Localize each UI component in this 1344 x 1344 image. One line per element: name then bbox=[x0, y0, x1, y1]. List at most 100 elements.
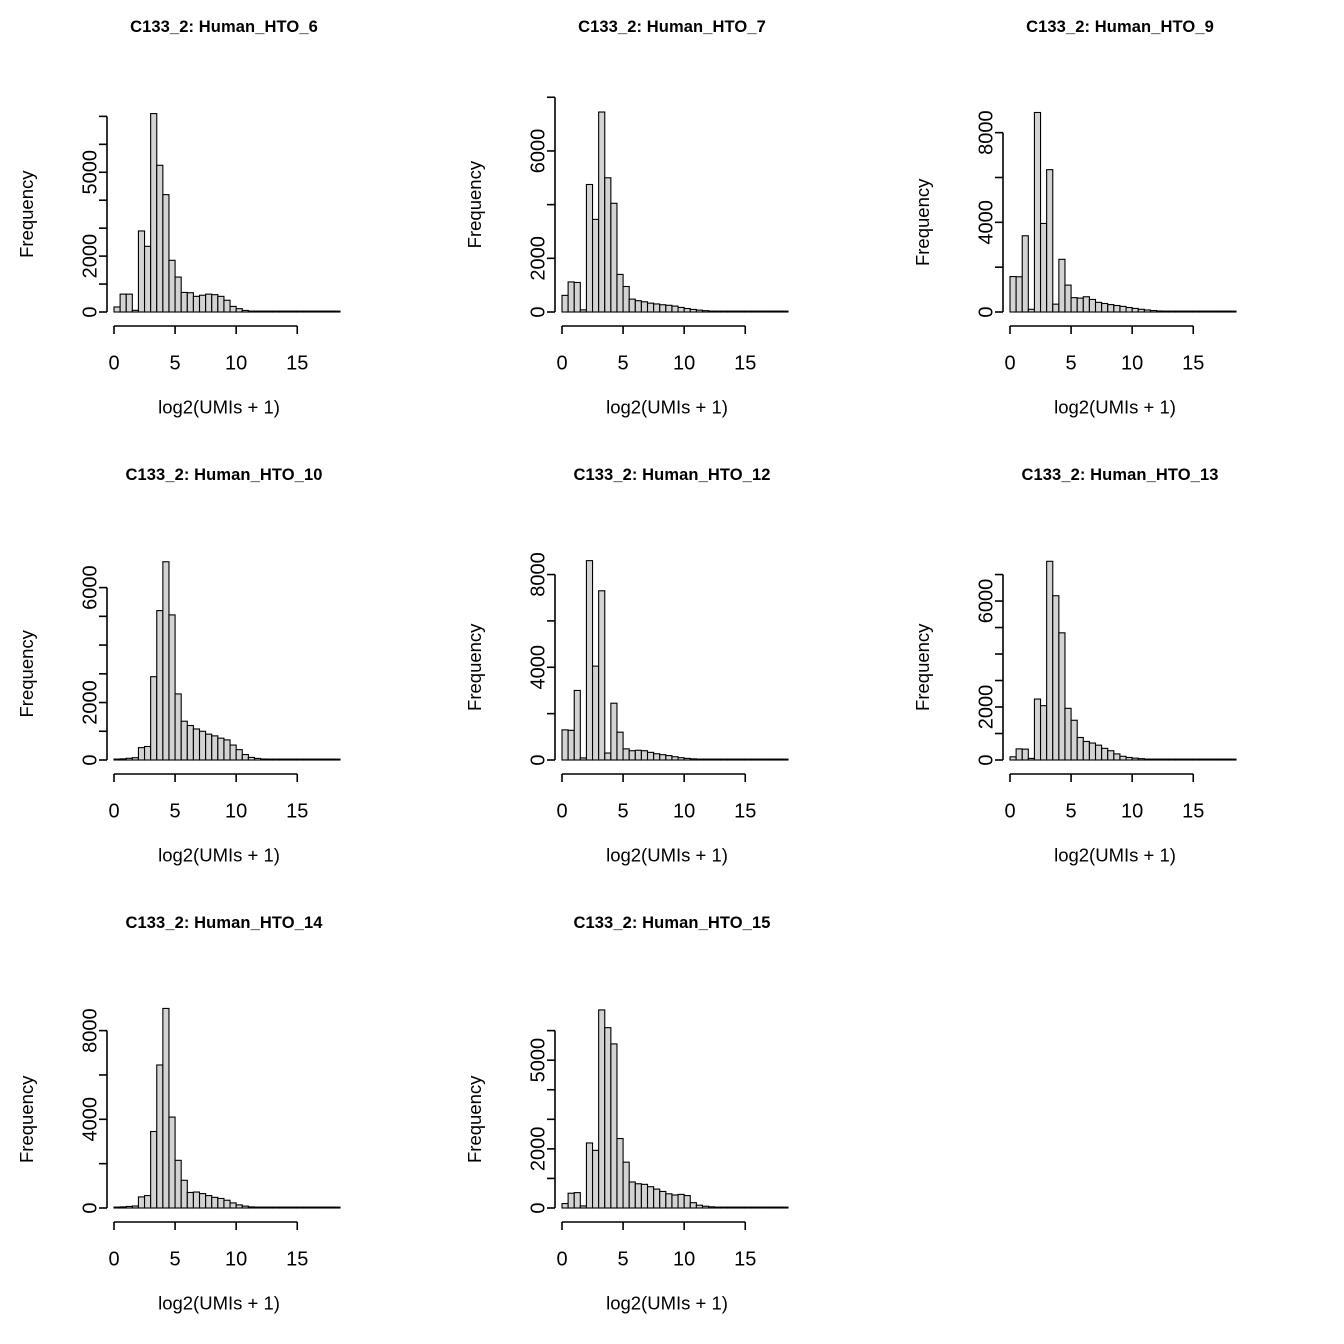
y-tick-label: 0 bbox=[79, 306, 101, 317]
histogram-bar bbox=[1149, 758, 1158, 761]
bars-group bbox=[1009, 111, 1237, 313]
histogram-bar bbox=[604, 1027, 612, 1209]
histogram-bar bbox=[333, 310, 341, 313]
histogram-plot: 0 4000 8000 Frequency 0 5 10 15 log2(UMIs + 1) bbox=[16, 1007, 341, 1314]
histogram-bar bbox=[714, 310, 722, 313]
histogram-bar bbox=[1217, 758, 1225, 761]
histogram-bar bbox=[315, 1206, 323, 1209]
histogram-bar bbox=[156, 164, 164, 313]
histogram-bar bbox=[756, 758, 765, 761]
histogram-bar bbox=[1125, 756, 1133, 761]
histogram-bar bbox=[616, 731, 624, 761]
y-axis-label: Frequency bbox=[16, 1075, 37, 1163]
histogram-bar bbox=[205, 1195, 213, 1209]
histogram-plot: 0 4000 8000 Frequency 0 5 10 15 log2(UMIs + 1) bbox=[464, 552, 789, 866]
histogram-bar bbox=[695, 758, 704, 761]
y-axis-label: Frequency bbox=[464, 623, 485, 711]
histogram-bar bbox=[689, 1202, 697, 1209]
histogram-bar bbox=[708, 1206, 716, 1209]
histogram-bar bbox=[308, 310, 317, 313]
histogram-bar bbox=[659, 304, 667, 313]
histogram-bar bbox=[150, 676, 158, 761]
histogram-bar bbox=[1088, 298, 1097, 313]
histogram-bar bbox=[131, 309, 139, 313]
histogram-bar bbox=[229, 744, 237, 761]
histogram-bar bbox=[260, 758, 268, 761]
bars-group bbox=[561, 111, 789, 313]
histogram-bar bbox=[266, 310, 274, 313]
histogram-bar bbox=[266, 758, 274, 761]
histogram-bar bbox=[622, 748, 630, 761]
histogram-bar bbox=[278, 1206, 286, 1209]
histogram-bar bbox=[579, 757, 587, 761]
y-tick-label: 2000 bbox=[975, 685, 997, 730]
x-tick-label: 10 bbox=[673, 801, 695, 823]
y-tick-label: 5000 bbox=[527, 1038, 549, 1083]
histogram-bar bbox=[720, 758, 728, 761]
histogram-bar bbox=[1204, 758, 1213, 761]
histogram-bar bbox=[604, 752, 612, 761]
x-tick-label: 15 bbox=[734, 1249, 756, 1271]
histogram-bar bbox=[585, 183, 594, 313]
histogram-bar bbox=[1180, 310, 1188, 313]
panel-title: C133_2: Human_HTO_10 bbox=[125, 466, 323, 484]
histogram-bar bbox=[695, 309, 704, 313]
histogram-bar bbox=[579, 309, 587, 313]
y-tick-label: 5000 bbox=[79, 150, 101, 195]
histogram-bar bbox=[610, 1043, 618, 1209]
histogram-bar bbox=[302, 1206, 311, 1209]
x-tick-label: 10 bbox=[1121, 353, 1143, 375]
histogram-bar bbox=[272, 758, 280, 761]
histogram-bar bbox=[714, 758, 722, 761]
histogram-bar bbox=[1186, 758, 1194, 761]
x-tick-label: 15 bbox=[286, 801, 308, 823]
histogram-bar bbox=[1058, 258, 1066, 313]
histogram-bar bbox=[628, 298, 636, 313]
histogram-bar bbox=[113, 306, 121, 313]
histogram-bar bbox=[162, 194, 170, 313]
histogram-bar bbox=[763, 758, 771, 761]
histogram-bar bbox=[726, 758, 734, 761]
y-tick-label: 6000 bbox=[527, 129, 549, 174]
histogram-bar bbox=[290, 310, 298, 313]
histogram-bar bbox=[327, 310, 335, 313]
histogram-plot: 0 2000 6000 Frequency 0 5 10 15 log2(UMIs + 1) bbox=[464, 96, 789, 418]
y-tick-label: 6000 bbox=[79, 565, 101, 610]
histogram-bar bbox=[1119, 305, 1127, 313]
histogram-bar bbox=[726, 1206, 734, 1209]
histogram-bar bbox=[683, 757, 691, 761]
y-tick-label: 4000 bbox=[527, 645, 549, 690]
histogram-bar bbox=[659, 1190, 667, 1209]
histogram-bar bbox=[235, 749, 243, 761]
histogram-bar bbox=[1033, 111, 1042, 313]
x-tick-label: 0 bbox=[108, 1249, 119, 1271]
histogram-bar bbox=[1101, 302, 1109, 313]
x-tick-label: 0 bbox=[556, 1249, 567, 1271]
histogram-bar bbox=[296, 1206, 304, 1209]
histogram-panel: C133_2: Human_HTO_12 0 4000 8000 Frequency 0 5… bbox=[448, 448, 896, 896]
histogram-panel: C133_2: Human_HTO_15 0 2000 5000 Frequency 0 5… bbox=[448, 896, 896, 1344]
histogram-bar bbox=[567, 281, 575, 313]
panel-title: C133_2: Human_HTO_12 bbox=[573, 466, 771, 484]
y-tick-label: 0 bbox=[975, 306, 997, 317]
histogram-bar bbox=[561, 729, 569, 761]
histogram-bar bbox=[628, 750, 636, 761]
histogram-bar bbox=[1046, 169, 1054, 313]
x-tick-label: 5 bbox=[170, 353, 181, 375]
histogram-bar bbox=[1223, 310, 1231, 313]
histogram-bar bbox=[573, 1192, 581, 1209]
histogram-bar bbox=[143, 245, 152, 313]
bars-group bbox=[113, 1007, 341, 1209]
histogram-bar bbox=[162, 561, 170, 761]
histogram-bar bbox=[192, 1191, 201, 1209]
histogram-bar bbox=[701, 310, 710, 313]
x-tick-label: 5 bbox=[618, 353, 629, 375]
histogram-bar bbox=[1070, 719, 1078, 761]
histogram-bar bbox=[1021, 748, 1029, 761]
histogram-bar bbox=[156, 1064, 164, 1209]
histogram-bar bbox=[714, 1206, 722, 1209]
histogram-bar bbox=[640, 750, 649, 761]
histogram-bar bbox=[732, 310, 740, 313]
histogram-bar bbox=[781, 758, 789, 761]
x-tick-label: 15 bbox=[734, 801, 756, 823]
